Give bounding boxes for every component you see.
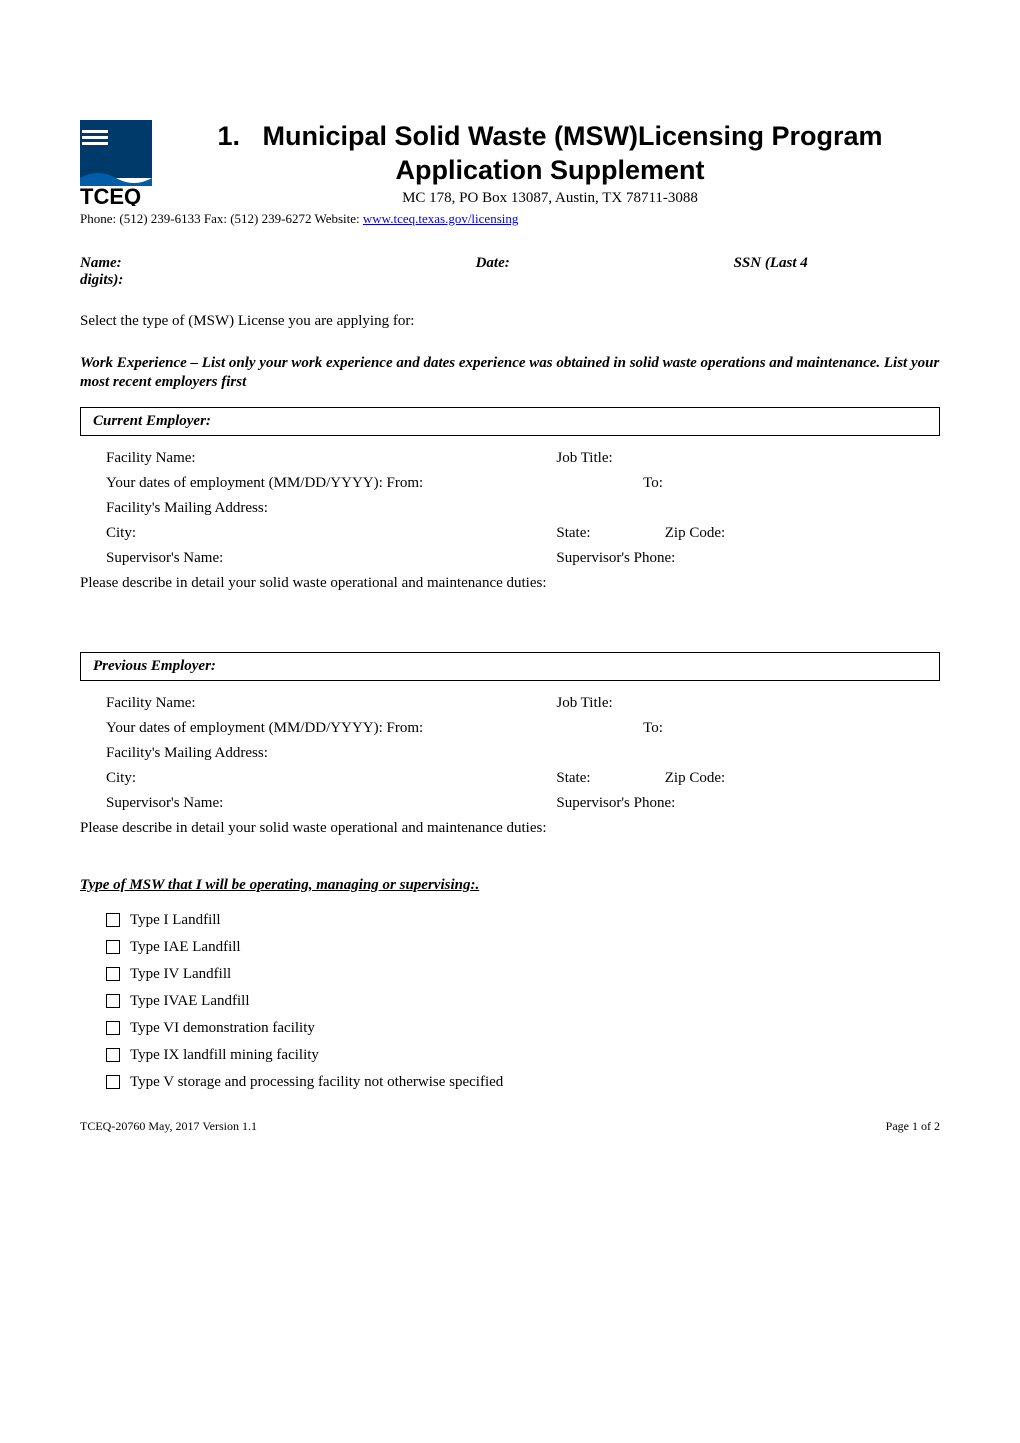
describe-duties-current: Please describe in detail your solid was… bbox=[80, 575, 940, 592]
city-label: City: bbox=[106, 525, 556, 542]
facility-type-label: Type V storage and processing facility n… bbox=[130, 1074, 503, 1091]
contact-prefix: Phone: (512) 239-6133 Fax: (512) 239-627… bbox=[80, 211, 363, 226]
checkbox-type-iae[interactable] bbox=[106, 940, 120, 954]
facility-type-label: Type IV Landfill bbox=[130, 966, 231, 983]
facility-type-heading: Type of MSW that I will be operating, ma… bbox=[80, 877, 940, 894]
facility-type-label: Type VI demonstration facility bbox=[130, 1020, 315, 1037]
supervisor-phone-label-prev: Supervisor's Phone: bbox=[556, 795, 739, 812]
checkbox-type-ivae[interactable] bbox=[106, 994, 120, 1008]
facility-name-label: Facility Name: bbox=[106, 450, 556, 467]
address-line: MC 178, PO Box 13087, Austin, TX 78711-3… bbox=[160, 190, 940, 207]
mailing-address-label: Facility's Mailing Address: bbox=[106, 500, 940, 517]
facility-type-row: Type IVAE Landfill bbox=[80, 993, 940, 1010]
checkbox-type-i[interactable] bbox=[106, 913, 120, 927]
facility-type-row: Type IX landfill mining facility bbox=[80, 1047, 940, 1064]
previous-employer-heading: Previous Employer: bbox=[80, 652, 940, 681]
dates-from-label-prev: Your dates of employment (MM/DD/YYYY): F… bbox=[106, 720, 623, 737]
date-label: Date: bbox=[476, 255, 734, 272]
facility-type-row: Type VI demonstration facility bbox=[80, 1020, 940, 1037]
current-employer-heading: Current Employer: bbox=[80, 407, 940, 436]
facility-type-label: Type I Landfill bbox=[130, 912, 221, 929]
title-line1: Municipal Solid Waste (MSW)Licensing Pro… bbox=[262, 121, 882, 151]
facility-type-row: Type I Landfill bbox=[80, 912, 940, 929]
mailing-address-label-prev: Facility's Mailing Address: bbox=[106, 745, 940, 762]
describe-duties-prev: Please describe in detail your solid was… bbox=[80, 820, 940, 837]
facility-type-row: Type IAE Landfill bbox=[80, 939, 940, 956]
facility-type-row: Type IV Landfill bbox=[80, 966, 940, 983]
dates-to-label: To: bbox=[623, 475, 940, 492]
checkbox-type-iv[interactable] bbox=[106, 967, 120, 981]
website-link[interactable]: www.tceq.texas.gov/licensing bbox=[363, 211, 518, 226]
checkbox-type-vi[interactable] bbox=[106, 1021, 120, 1035]
job-title-label: Job Title: bbox=[556, 450, 739, 467]
footer-right: Page 1 of 2 bbox=[886, 1119, 940, 1134]
ssn-label-2: digits): bbox=[80, 272, 940, 289]
supervisor-phone-label: Supervisor's Phone: bbox=[556, 550, 739, 567]
work-experience-heading: Work Experience – List only your work ex… bbox=[80, 354, 940, 393]
title-number: 1. bbox=[217, 121, 240, 151]
select-license-line: Select the type of (MSW) License you are… bbox=[80, 313, 940, 330]
zip-label-prev: Zip Code: bbox=[665, 770, 940, 787]
facility-type-label: Type IX landfill mining facility bbox=[130, 1047, 319, 1064]
supervisor-name-label: Supervisor's Name: bbox=[106, 550, 556, 567]
name-label: Name: bbox=[80, 255, 476, 272]
ssn-label: SSN (Last 4 bbox=[734, 255, 940, 272]
state-label: State: bbox=[556, 525, 664, 542]
facility-type-label: Type IVAE Landfill bbox=[130, 993, 249, 1010]
facility-type-label: Type IAE Landfill bbox=[130, 939, 241, 956]
facility-type-row: Type V storage and processing facility n… bbox=[80, 1074, 940, 1091]
city-label-prev: City: bbox=[106, 770, 556, 787]
zip-label: Zip Code: bbox=[665, 525, 940, 542]
checkbox-type-ix[interactable] bbox=[106, 1048, 120, 1062]
svg-text:TCEQ: TCEQ bbox=[80, 184, 141, 206]
dates-to-label-prev: To: bbox=[623, 720, 940, 737]
state-label-prev: State: bbox=[556, 770, 664, 787]
dates-from-label: Your dates of employment (MM/DD/YYYY): F… bbox=[106, 475, 623, 492]
title-block: 1. Municipal Solid Waste (MSW)Licensing … bbox=[160, 120, 940, 207]
tceq-logo: TCEQ bbox=[80, 120, 152, 206]
checkbox-type-v[interactable] bbox=[106, 1075, 120, 1089]
facility-name-label-prev: Facility Name: bbox=[106, 695, 556, 712]
contact-line: Phone: (512) 239-6133 Fax: (512) 239-627… bbox=[80, 211, 940, 227]
title-line2: Application Supplement bbox=[160, 154, 940, 188]
job-title-label-prev: Job Title: bbox=[556, 695, 739, 712]
supervisor-name-label-prev: Supervisor's Name: bbox=[106, 795, 556, 812]
footer-left: TCEQ-20760 May, 2017 Version 1.1 bbox=[80, 1119, 257, 1134]
